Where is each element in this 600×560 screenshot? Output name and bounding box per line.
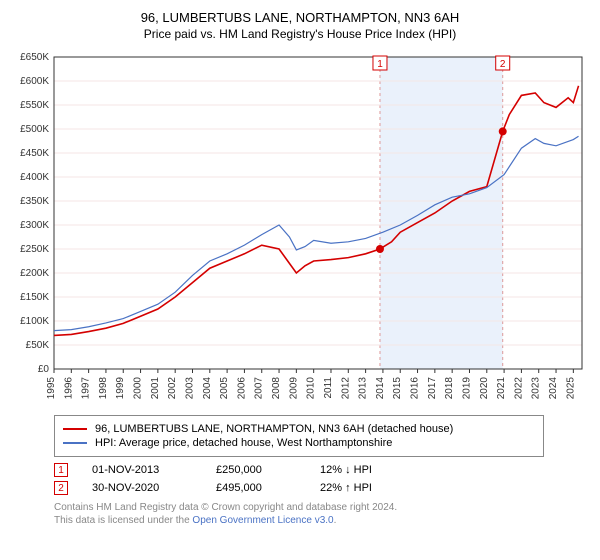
sale-date: 30-NOV-2020 [92,482,192,494]
legend-swatch-hpi [63,442,87,444]
svg-text:2020: 2020 [479,377,490,400]
svg-text:£100K: £100K [20,316,49,327]
sale-delta: 12% ↓ HPI [320,464,372,476]
svg-text:2022: 2022 [513,377,524,400]
svg-text:£600K: £600K [20,76,49,87]
svg-text:2009: 2009 [288,377,299,400]
legend-label: 96, LUMBERTUBS LANE, NORTHAMPTON, NN3 6A… [95,423,453,435]
svg-text:2005: 2005 [219,377,230,400]
license-link[interactable]: Open Government Licence v3.0 [192,515,333,526]
chart-area: £0 £50K £100K £150K £200K £250K £300K £350K £400… [10,49,590,409]
legend-label: HPI: Average price, detached house, West… [95,437,392,449]
sale-row: 2 30-NOV-2020 £495,000 22% ↑ HPI [54,481,590,495]
legend-item: HPI: Average price, detached house, West… [63,437,535,449]
svg-text:2023: 2023 [531,377,542,400]
footer-line2-prefix: This data is licensed under the [54,515,192,526]
svg-text:2001: 2001 [150,377,161,400]
svg-text:£300K: £300K [20,220,49,231]
sale-delta: 22% ↑ HPI [320,482,372,494]
svg-text:2015: 2015 [392,377,403,400]
svg-text:£150K: £150K [20,292,49,303]
line-chart-svg: £0 £50K £100K £150K £200K £250K £300K £350K £400… [10,49,590,409]
svg-text:1995: 1995 [46,377,57,400]
svg-text:2025: 2025 [565,377,576,400]
svg-text:2010: 2010 [306,377,317,400]
page-subtitle: Price paid vs. HM Land Registry's House … [10,27,590,41]
svg-text:1999: 1999 [115,377,126,400]
svg-text:1997: 1997 [81,377,92,400]
svg-text:2: 2 [500,59,506,70]
footer-line2-suffix: . [334,515,337,526]
legend-swatch-property [63,428,87,430]
legend-item: 96, LUMBERTUBS LANE, NORTHAMPTON, NN3 6A… [63,423,535,435]
sale-price: £250,000 [216,464,296,476]
svg-text:2007: 2007 [254,377,265,400]
svg-text:2017: 2017 [427,377,438,400]
sale-marker-num: 1 [58,465,64,476]
svg-text:1998: 1998 [98,377,109,400]
page-title: 96, LUMBERTUBS LANE, NORTHAMPTON, NN3 6A… [10,10,590,25]
svg-text:2002: 2002 [167,377,178,400]
sale-price: £495,000 [216,482,296,494]
svg-text:£350K: £350K [20,196,49,207]
svg-text:2019: 2019 [461,377,472,400]
legend: 96, LUMBERTUBS LANE, NORTHAMPTON, NN3 6A… [54,415,544,457]
sales-table: 1 01-NOV-2013 £250,000 12% ↓ HPI 2 30-NO… [54,463,590,495]
svg-text:2003: 2003 [184,377,195,400]
sale-row: 1 01-NOV-2013 £250,000 12% ↓ HPI [54,463,590,477]
svg-text:£500K: £500K [20,124,49,135]
svg-text:2013: 2013 [358,377,369,400]
svg-text:£400K: £400K [20,172,49,183]
svg-text:2004: 2004 [202,377,213,400]
svg-text:£50K: £50K [26,340,50,351]
chart-container: 96, LUMBERTUBS LANE, NORTHAMPTON, NN3 6A… [0,0,600,537]
footer-line1: Contains HM Land Registry data © Crown c… [54,502,397,513]
svg-text:£550K: £550K [20,100,49,111]
svg-text:2021: 2021 [496,377,507,400]
svg-text:£250K: £250K [20,244,49,255]
svg-text:1996: 1996 [63,377,74,400]
svg-text:2011: 2011 [323,377,334,399]
sale-marker-num: 2 [58,483,64,494]
svg-text:1: 1 [377,59,383,70]
svg-text:£650K: £650K [20,52,49,63]
svg-text:£200K: £200K [20,268,49,279]
svg-text:2000: 2000 [133,377,144,400]
svg-text:2012: 2012 [340,377,351,400]
sale-marker-icon: 2 [54,481,68,495]
svg-text:2016: 2016 [410,377,421,400]
svg-text:2018: 2018 [444,377,455,400]
svg-text:2006: 2006 [236,377,247,400]
footer-attribution: Contains HM Land Registry data © Crown c… [54,501,590,527]
sale-date: 01-NOV-2013 [92,464,192,476]
svg-text:2008: 2008 [271,377,282,400]
svg-text:2024: 2024 [548,377,559,400]
sale-marker-icon: 1 [54,463,68,477]
svg-text:2014: 2014 [375,377,386,400]
svg-text:£0: £0 [38,364,50,375]
svg-text:£450K: £450K [20,148,49,159]
